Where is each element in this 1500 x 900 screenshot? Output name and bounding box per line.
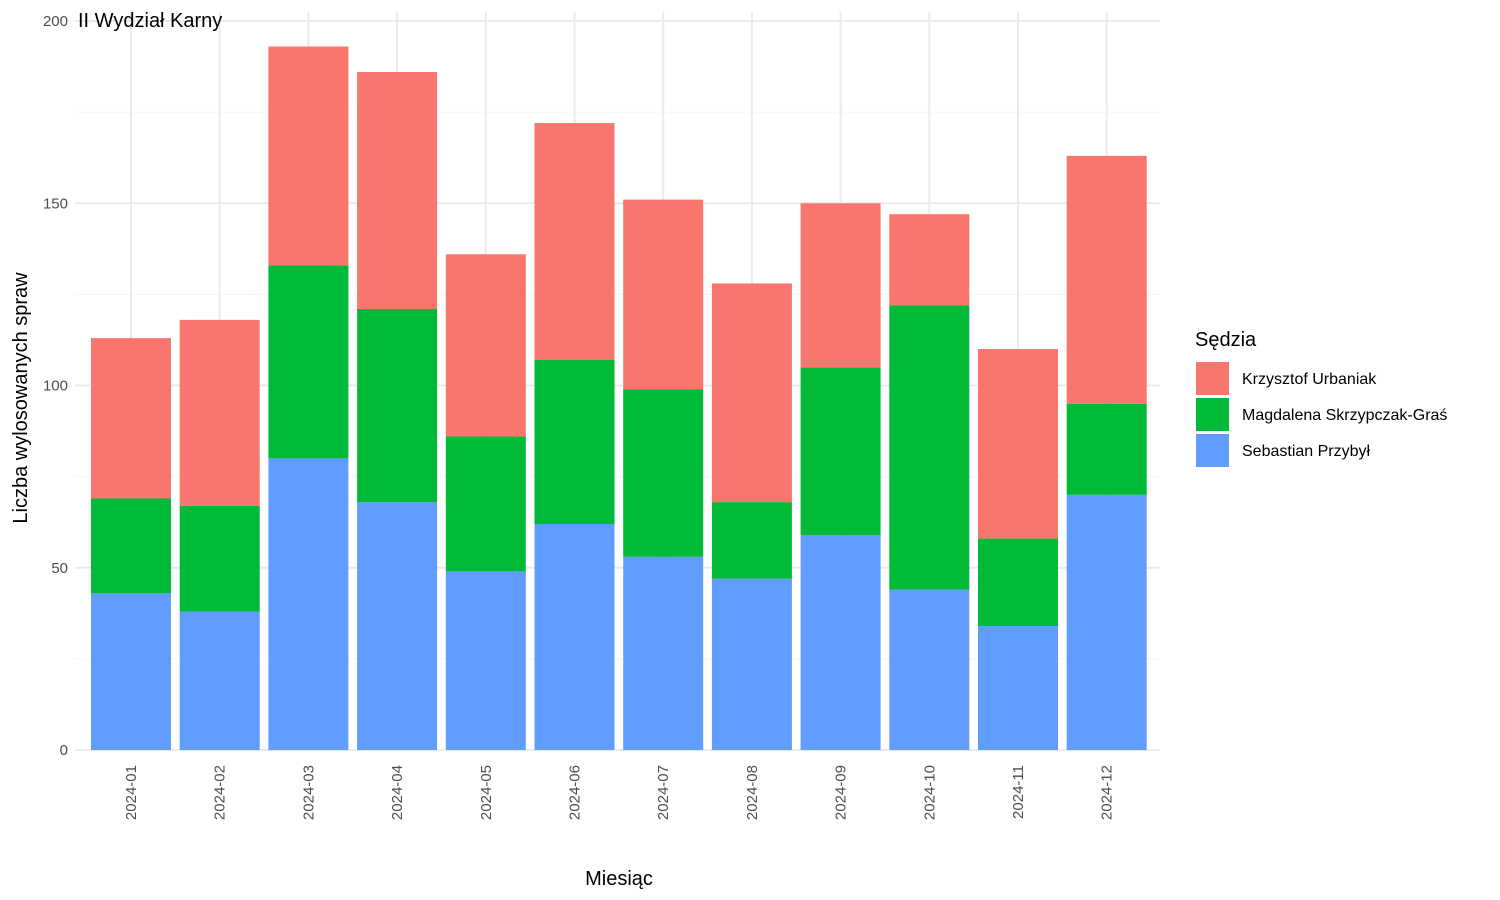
bar-segment	[91, 593, 171, 750]
bar-segment	[445, 571, 526, 750]
bar-segment	[1066, 403, 1147, 495]
y-tick-label: 0	[60, 742, 68, 759]
bar-segment	[889, 589, 970, 750]
bar-segment	[534, 123, 615, 360]
x-axis-ticks: 2024-01 2024-02 2024-03 2024-04 2024-05 2024-…	[123, 765, 1116, 820]
bar-segment	[800, 367, 881, 535]
legend: Sędzia Krzysztof Urbaniak Magdalena Skrzy…	[1195, 329, 1447, 467]
x-tick-label: 2024-11	[1010, 765, 1027, 819]
x-tick-label: 2024-07	[655, 765, 672, 820]
x-tick-label: 2024-09	[833, 765, 850, 820]
bar-segment	[179, 611, 260, 750]
x-axis-title: Miesiąc	[585, 868, 653, 890]
x-tick-label: 2024-05	[478, 765, 495, 820]
legend-label: Krzysztof Urbaniak	[1242, 371, 1377, 388]
bar-segment	[623, 556, 704, 750]
bar-segment	[711, 502, 792, 579]
x-tick-label: 2024-03	[300, 765, 317, 820]
x-tick-label: 2024-12	[1099, 765, 1116, 820]
bar-segment	[978, 626, 1058, 750]
bar-segment	[357, 72, 438, 309]
bars	[91, 46, 1147, 750]
x-tick-label: 2024-06	[567, 765, 584, 820]
bar-segment	[179, 319, 260, 506]
y-tick-label: 100	[43, 378, 68, 395]
bar-segment	[1066, 494, 1147, 750]
bar-segment	[357, 308, 438, 503]
bar-segment	[445, 436, 526, 572]
bar-segment	[978, 349, 1058, 539]
x-tick-label: 2024-08	[744, 765, 761, 820]
x-tick-label: 2024-01	[123, 765, 140, 820]
chart-title: II Wydział Karny	[78, 10, 222, 32]
y-tick-label: 150	[43, 195, 68, 212]
bar-segment	[978, 538, 1058, 627]
legend-items: Krzysztof Urbaniak Magdalena Skrzypczak-G…	[1196, 362, 1447, 467]
bar-segment	[179, 505, 260, 612]
bar-segment	[800, 203, 881, 368]
bar-segment	[623, 389, 704, 557]
bar-segment	[1066, 155, 1147, 404]
x-tick-label: 2024-10	[921, 765, 938, 820]
bar-segment	[711, 283, 792, 503]
legend-label: Sebastian Przybył	[1242, 443, 1371, 460]
bar-segment	[268, 46, 349, 266]
bar-segment	[889, 305, 970, 590]
bar-segment	[91, 338, 171, 499]
bar-segment	[534, 524, 615, 750]
bar-segment	[445, 254, 526, 437]
bar-segment	[800, 534, 881, 750]
bar-segment	[91, 498, 171, 594]
bar-segment	[357, 502, 438, 750]
y-axis-title: Liczba wylosowanych spraw	[10, 272, 32, 524]
bar-segment	[268, 458, 349, 750]
legend-key	[1196, 434, 1229, 467]
x-tick-label: 2024-02	[212, 765, 229, 820]
bar-segment	[889, 214, 970, 306]
y-tick-label: 50	[51, 560, 68, 577]
bar-segment	[711, 578, 792, 750]
legend-label: Magdalena Skrzypczak-Graś	[1242, 407, 1447, 424]
bar-segment	[268, 265, 349, 459]
legend-key	[1196, 362, 1229, 395]
bar-segment	[534, 359, 615, 525]
y-tick-label: 200	[43, 13, 68, 30]
legend-title: Sędzia	[1195, 329, 1257, 351]
bar-segment	[623, 199, 704, 390]
legend-key	[1196, 398, 1229, 431]
x-tick-label: 2024-04	[389, 765, 406, 820]
y-axis-ticks: 0 50 100 150 200	[43, 13, 68, 759]
